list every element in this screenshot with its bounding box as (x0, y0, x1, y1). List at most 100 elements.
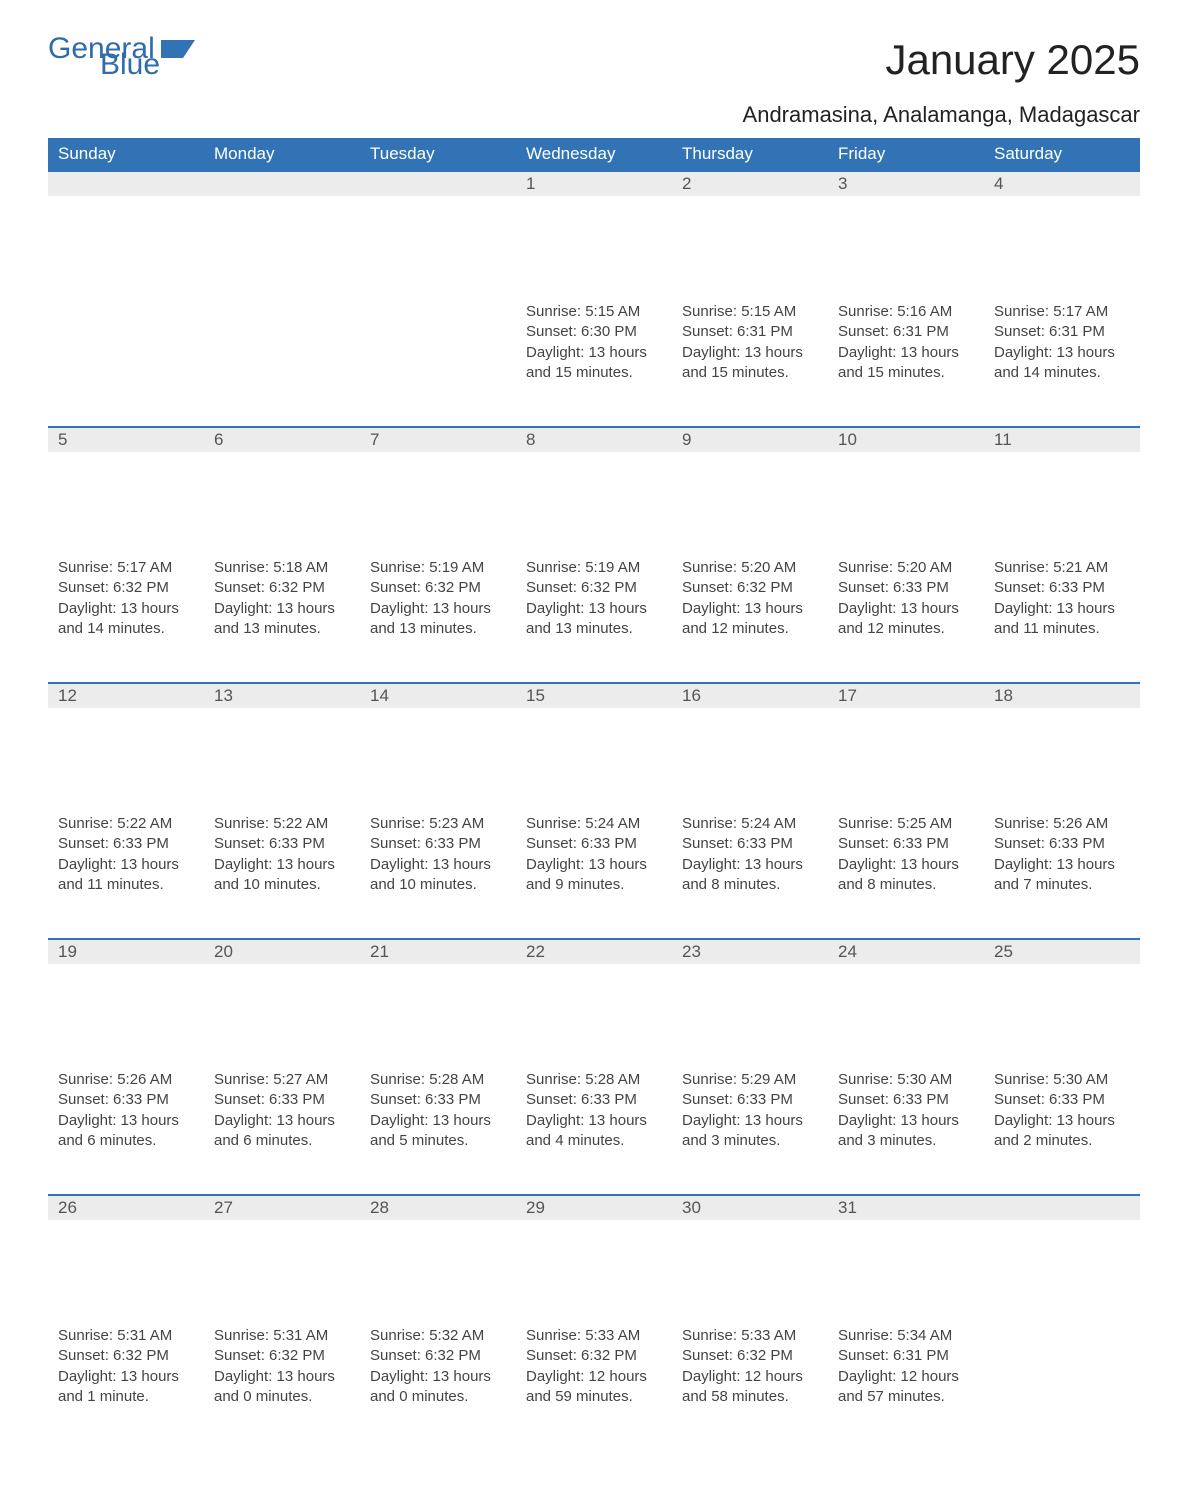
sunset-text: Sunset: 6:31 PM (838, 1346, 974, 1366)
day-number: 24 (828, 938, 984, 964)
day-number: 13 (204, 682, 360, 708)
daylight-text: Daylight: 13 hours and 10 minutes. (370, 855, 506, 896)
day-cell: Sunrise: 5:17 AMSunset: 6:31 PMDaylight:… (984, 298, 1140, 395)
week-data-row: Sunrise: 5:26 AMSunset: 6:33 PMDaylight:… (48, 1066, 1140, 1194)
day-cell: Sunrise: 5:31 AMSunset: 6:32 PMDaylight:… (204, 1322, 360, 1419)
day-cell: Sunrise: 5:25 AMSunset: 6:33 PMDaylight:… (828, 810, 984, 907)
sunrise-text: Sunrise: 5:31 AM (214, 1326, 350, 1346)
day-cell: Sunrise: 5:28 AMSunset: 6:33 PMDaylight:… (516, 1066, 672, 1163)
day-cell: Sunrise: 5:24 AMSunset: 6:33 PMDaylight:… (516, 810, 672, 907)
day-cell: Sunrise: 5:23 AMSunset: 6:33 PMDaylight:… (360, 810, 516, 907)
daylight-text: Daylight: 13 hours and 5 minutes. (370, 1111, 506, 1152)
day-cell: Sunrise: 5:17 AMSunset: 6:32 PMDaylight:… (48, 554, 204, 651)
week-daynum-row: 262728293031 (48, 1194, 1140, 1322)
sunset-text: Sunset: 6:32 PM (214, 1346, 350, 1366)
weekday-header: Thursday (672, 138, 828, 170)
daylight-text: Daylight: 13 hours and 0 minutes. (214, 1367, 350, 1408)
sunset-text: Sunset: 6:33 PM (838, 1090, 974, 1110)
day-number: 8 (516, 426, 672, 452)
sunset-text: Sunset: 6:33 PM (214, 1090, 350, 1110)
weekday-header: Tuesday (360, 138, 516, 170)
sunrise-text: Sunrise: 5:20 AM (838, 558, 974, 578)
sunset-text: Sunset: 6:31 PM (994, 322, 1130, 342)
sunrise-text: Sunrise: 5:16 AM (838, 302, 974, 322)
sunset-text: Sunset: 6:33 PM (994, 1090, 1130, 1110)
sunset-text: Sunset: 6:31 PM (838, 322, 974, 342)
day-number: 26 (48, 1194, 204, 1220)
sunrise-text: Sunrise: 5:24 AM (526, 814, 662, 834)
day-cell: Sunrise: 5:20 AMSunset: 6:32 PMDaylight:… (672, 554, 828, 651)
day-number: 14 (360, 682, 516, 708)
day-cell: Sunrise: 5:15 AMSunset: 6:31 PMDaylight:… (672, 298, 828, 395)
sunrise-text: Sunrise: 5:25 AM (838, 814, 974, 834)
day-cell: Sunrise: 5:31 AMSunset: 6:32 PMDaylight:… (48, 1322, 204, 1419)
daylight-text: Daylight: 13 hours and 12 minutes. (838, 599, 974, 640)
day-number: 30 (672, 1194, 828, 1220)
sunset-text: Sunset: 6:33 PM (838, 834, 974, 854)
daylight-text: Daylight: 12 hours and 57 minutes. (838, 1367, 974, 1408)
page-header: General Blue January 2025 (48, 36, 1140, 84)
daylight-text: Daylight: 13 hours and 10 minutes. (214, 855, 350, 896)
day-number (360, 170, 516, 196)
sunrise-text: Sunrise: 5:34 AM (838, 1326, 974, 1346)
day-cell: Sunrise: 5:22 AMSunset: 6:33 PMDaylight:… (204, 810, 360, 907)
day-number (204, 170, 360, 196)
week-data-row: Sunrise: 5:17 AMSunset: 6:32 PMDaylight:… (48, 554, 1140, 682)
day-number: 4 (984, 170, 1140, 196)
sunset-text: Sunset: 6:33 PM (526, 834, 662, 854)
sunset-text: Sunset: 6:32 PM (526, 578, 662, 598)
sunrise-text: Sunrise: 5:23 AM (370, 814, 506, 834)
daylight-text: Daylight: 12 hours and 59 minutes. (526, 1367, 662, 1408)
day-number: 11 (984, 426, 1140, 452)
day-number: 18 (984, 682, 1140, 708)
weekday-header: Sunday (48, 138, 204, 170)
month-title: January 2025 (885, 36, 1140, 84)
sunset-text: Sunset: 6:32 PM (58, 1346, 194, 1366)
day-number: 28 (360, 1194, 516, 1220)
day-number (48, 170, 204, 196)
daylight-text: Daylight: 13 hours and 8 minutes. (838, 855, 974, 896)
sunrise-text: Sunrise: 5:27 AM (214, 1070, 350, 1090)
sunrise-text: Sunrise: 5:20 AM (682, 558, 818, 578)
sunrise-text: Sunrise: 5:15 AM (526, 302, 662, 322)
day-cell: Sunrise: 5:28 AMSunset: 6:33 PMDaylight:… (360, 1066, 516, 1163)
sunrise-text: Sunrise: 5:15 AM (682, 302, 818, 322)
sunset-text: Sunset: 6:32 PM (214, 578, 350, 598)
daylight-text: Daylight: 13 hours and 3 minutes. (682, 1111, 818, 1152)
daylight-text: Daylight: 13 hours and 13 minutes. (370, 599, 506, 640)
logo-text-blue: Blue (100, 52, 195, 78)
day-cell: Sunrise: 5:22 AMSunset: 6:33 PMDaylight:… (48, 810, 204, 907)
daylight-text: Daylight: 13 hours and 14 minutes. (994, 343, 1130, 384)
daylight-text: Daylight: 13 hours and 6 minutes. (214, 1111, 350, 1152)
day-number: 12 (48, 682, 204, 708)
sunset-text: Sunset: 6:33 PM (838, 578, 974, 598)
day-number: 7 (360, 426, 516, 452)
sunrise-text: Sunrise: 5:32 AM (370, 1326, 506, 1346)
day-number: 29 (516, 1194, 672, 1220)
day-cell: Sunrise: 5:33 AMSunset: 6:32 PMDaylight:… (516, 1322, 672, 1419)
sunset-text: Sunset: 6:30 PM (526, 322, 662, 342)
week-daynum-row: 12131415161718 (48, 682, 1140, 810)
daylight-text: Daylight: 13 hours and 14 minutes. (58, 599, 194, 640)
daylight-text: Daylight: 13 hours and 15 minutes. (526, 343, 662, 384)
day-cell: Sunrise: 5:34 AMSunset: 6:31 PMDaylight:… (828, 1322, 984, 1419)
calendar-table: SundayMondayTuesdayWednesdayThursdayFrid… (48, 138, 1140, 1450)
day-number: 10 (828, 426, 984, 452)
week-data-row: Sunrise: 5:22 AMSunset: 6:33 PMDaylight:… (48, 810, 1140, 938)
weekday-header: Monday (204, 138, 360, 170)
day-number: 6 (204, 426, 360, 452)
sunset-text: Sunset: 6:33 PM (370, 834, 506, 854)
sunset-text: Sunset: 6:31 PM (682, 322, 818, 342)
sunrise-text: Sunrise: 5:17 AM (994, 302, 1130, 322)
sunset-text: Sunset: 6:32 PM (682, 578, 818, 598)
sunrise-text: Sunrise: 5:21 AM (994, 558, 1130, 578)
day-number: 3 (828, 170, 984, 196)
week-daynum-row: 567891011 (48, 426, 1140, 554)
sunrise-text: Sunrise: 5:26 AM (994, 814, 1130, 834)
weekday-header: Wednesday (516, 138, 672, 170)
daylight-text: Daylight: 13 hours and 6 minutes. (58, 1111, 194, 1152)
day-number (984, 1194, 1140, 1220)
daylight-text: Daylight: 13 hours and 7 minutes. (994, 855, 1130, 896)
weekday-header: Friday (828, 138, 984, 170)
sunrise-text: Sunrise: 5:28 AM (526, 1070, 662, 1090)
